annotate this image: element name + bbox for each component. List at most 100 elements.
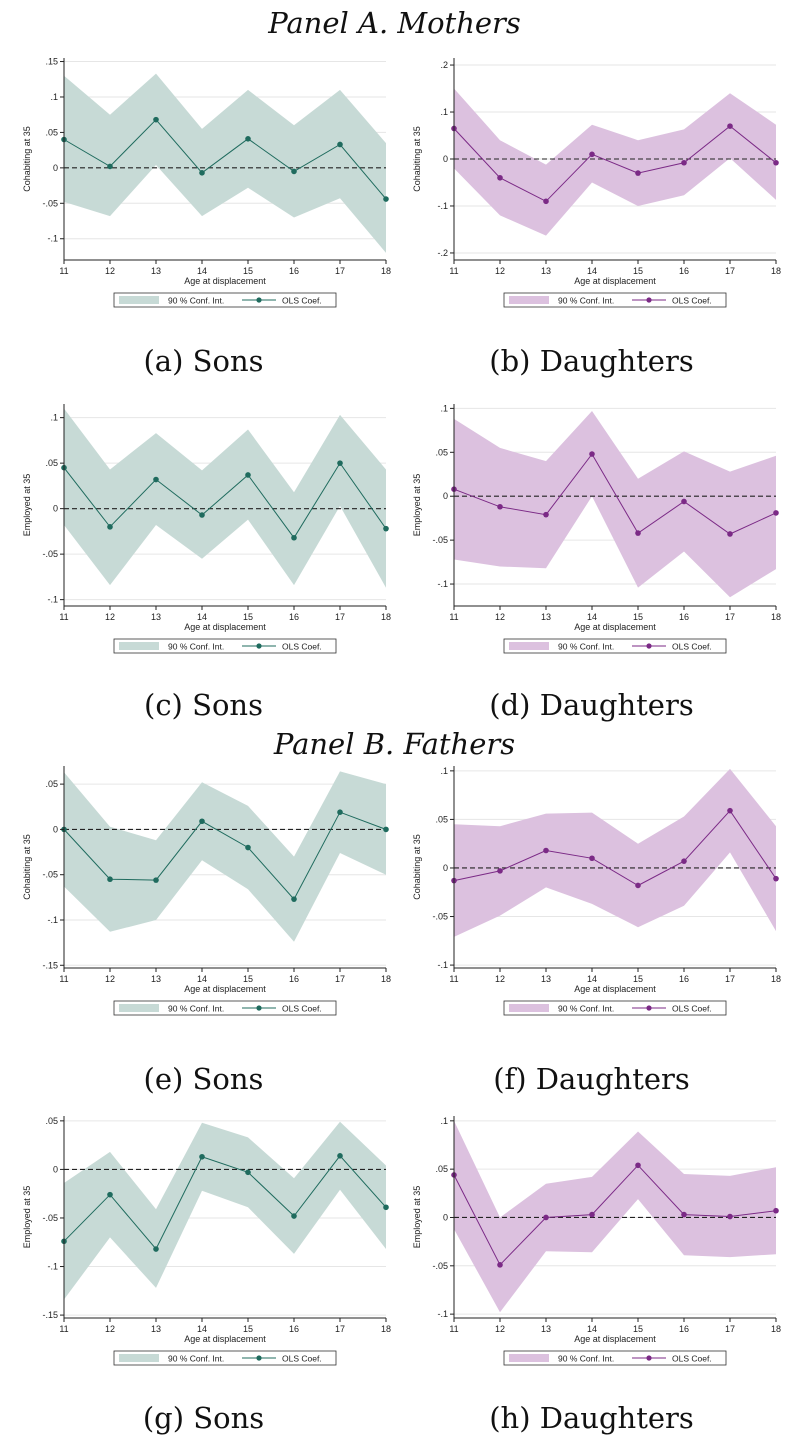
legend-coef-marker [646, 1005, 652, 1011]
coef-point [337, 141, 343, 148]
coef-point [635, 882, 641, 889]
legend-ci-swatch [509, 296, 549, 304]
ci-band [454, 768, 776, 937]
legend-ci-label: 90 % Conf. Int. [558, 1004, 614, 1014]
x-tick-label: 11 [59, 1324, 68, 1334]
y-tick-label: 0 [53, 824, 58, 834]
coef-point [773, 510, 779, 516]
coef-point [543, 1214, 549, 1221]
x-tick-label: 16 [289, 1324, 299, 1334]
coef-point [497, 174, 503, 181]
coef-point [589, 151, 595, 158]
coef-point [153, 1246, 159, 1252]
legend-coef-marker [646, 1355, 652, 1361]
ci-band [64, 408, 386, 588]
caption-f: (f) Daughters [493, 1062, 690, 1096]
y-tick-label: 0 [443, 154, 448, 164]
x-tick-label: 18 [771, 266, 781, 276]
x-tick-label: 16 [679, 612, 689, 622]
coef-point [153, 877, 159, 883]
coef-point [773, 1207, 779, 1214]
x-axis-label: Age at displacement [184, 984, 266, 994]
coef-point [107, 163, 113, 170]
y-tick-label: 0 [443, 863, 448, 873]
x-tick-label: 14 [197, 1324, 207, 1334]
x-tick-label: 13 [151, 266, 161, 276]
legend-ci-label: 90 % Conf. Int. [168, 296, 224, 306]
x-tick-label: 16 [679, 1324, 689, 1334]
coef-line [453, 1164, 777, 1266]
y-tick-label: .05 [45, 779, 58, 789]
coef-point [383, 196, 389, 202]
y-tick-label: .1 [440, 1116, 448, 1126]
chart-f-daughters-cohabiting: .1 .05 0 -.05 -.111 12 13 14 15 16 17 18 Age at disp… [412, 766, 781, 1016]
x-tick-label: 14 [587, 266, 597, 276]
y-axis-label: Employed at 35 [22, 1186, 32, 1249]
coef-point [589, 451, 595, 457]
coef-line [453, 125, 777, 202]
coef-point [199, 1153, 205, 1160]
legend-box [113, 292, 337, 308]
x-tick-label: 16 [289, 974, 299, 984]
legend-coef-label: OLS Coef. [282, 296, 322, 306]
x-tick-label: 13 [151, 612, 161, 622]
y-axis-label: Employed at 35 [412, 474, 422, 537]
x-tick-label: 13 [151, 974, 161, 984]
x-tick-label: 11 [449, 974, 458, 984]
x-tick-label: 17 [335, 1324, 345, 1334]
y-tick-label: 0 [53, 504, 58, 514]
coef-point [383, 1204, 389, 1211]
chart-b-daughters-cohabiting: .2 .1 0 -.1 -.211 12 13 14 15 16 17 18 Age at displa… [412, 58, 781, 308]
caption-a: (a) Sons [143, 344, 264, 378]
x-tick-label: 14 [197, 612, 207, 622]
coef-point [107, 876, 113, 883]
x-tick-label: 17 [725, 974, 735, 984]
legend-box [113, 638, 337, 654]
x-tick-label: 17 [335, 974, 345, 984]
x-axis-label: Age at displacement [184, 622, 266, 632]
coef-point [681, 1211, 687, 1218]
legend-coef-marker [646, 297, 652, 303]
legend-box [503, 292, 727, 308]
x-tick-label: 12 [105, 266, 115, 276]
coef-point [543, 847, 549, 854]
caption-d: (d) Daughters [489, 688, 694, 722]
legend-coef-label: OLS Coef. [672, 1004, 712, 1014]
legend-ci-label: 90 % Conf. Int. [558, 642, 614, 652]
coef-line [63, 811, 387, 901]
coef-point [245, 472, 251, 478]
x-tick-label: 16 [679, 266, 689, 276]
x-tick-label: 14 [197, 974, 207, 984]
y-tick-label: .1 [50, 92, 58, 102]
y-tick-label: -.05 [42, 198, 58, 208]
x-axis-label: Age at displacement [184, 1334, 266, 1344]
coef-point [681, 858, 687, 864]
legend-ci-label: 90 % Conf. Int. [168, 1004, 224, 1014]
x-tick-label: 12 [495, 974, 505, 984]
y-tick-label: .1 [440, 766, 448, 776]
x-tick-label: 11 [449, 266, 458, 276]
coef-point [543, 198, 549, 205]
y-tick-label: -.05 [42, 870, 58, 880]
coef-point [497, 868, 503, 874]
x-tick-label: 14 [197, 266, 207, 276]
y-tick-label: -.1 [47, 234, 58, 244]
legend-box [113, 1000, 337, 1016]
legend-box [113, 1350, 337, 1366]
coef-point [727, 531, 733, 537]
y-tick-label: 0 [443, 491, 448, 501]
legend-coef-marker [256, 1355, 262, 1361]
y-tick-label: 0 [53, 1164, 58, 1174]
x-tick-label: 11 [59, 266, 68, 276]
x-tick-label: 15 [243, 1324, 253, 1334]
coef-point [681, 159, 687, 166]
caption-g: (g) Sons [142, 1401, 265, 1435]
y-tick-label: -.05 [42, 549, 58, 559]
coef-point [589, 1211, 595, 1218]
x-axis-label: Age at displacement [574, 276, 656, 286]
y-axis-label: Employed at 35 [22, 474, 32, 537]
y-axis-label: Cohabiting at 35 [22, 834, 32, 900]
y-tick-label: .05 [435, 814, 448, 824]
